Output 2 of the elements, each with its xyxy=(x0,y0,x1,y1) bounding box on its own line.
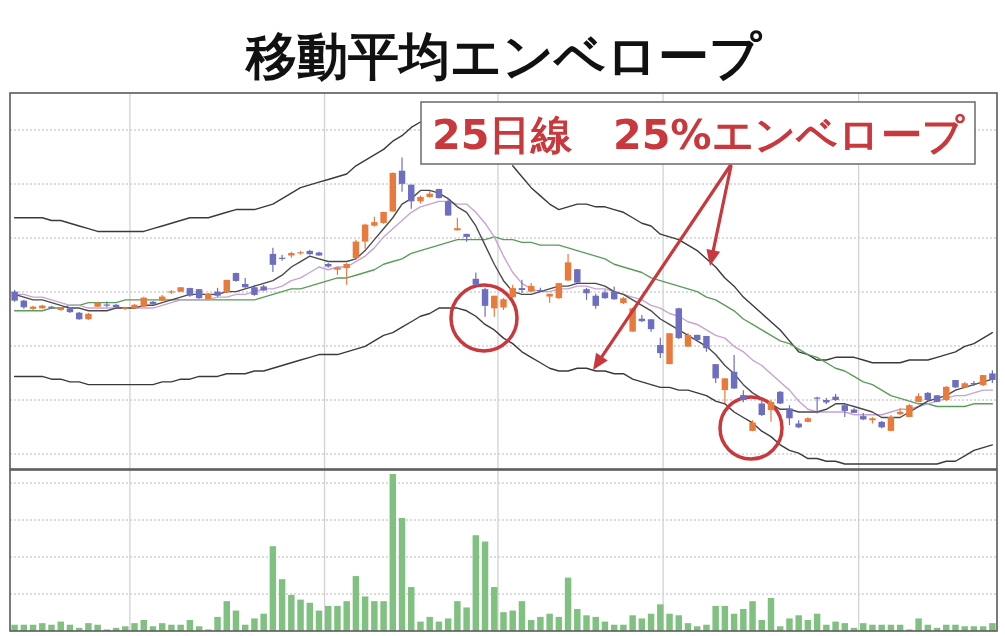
chart-title: 移動平均エンベロープ xyxy=(244,27,763,86)
annotation: 25日線 25%エンベロープ xyxy=(432,111,965,159)
